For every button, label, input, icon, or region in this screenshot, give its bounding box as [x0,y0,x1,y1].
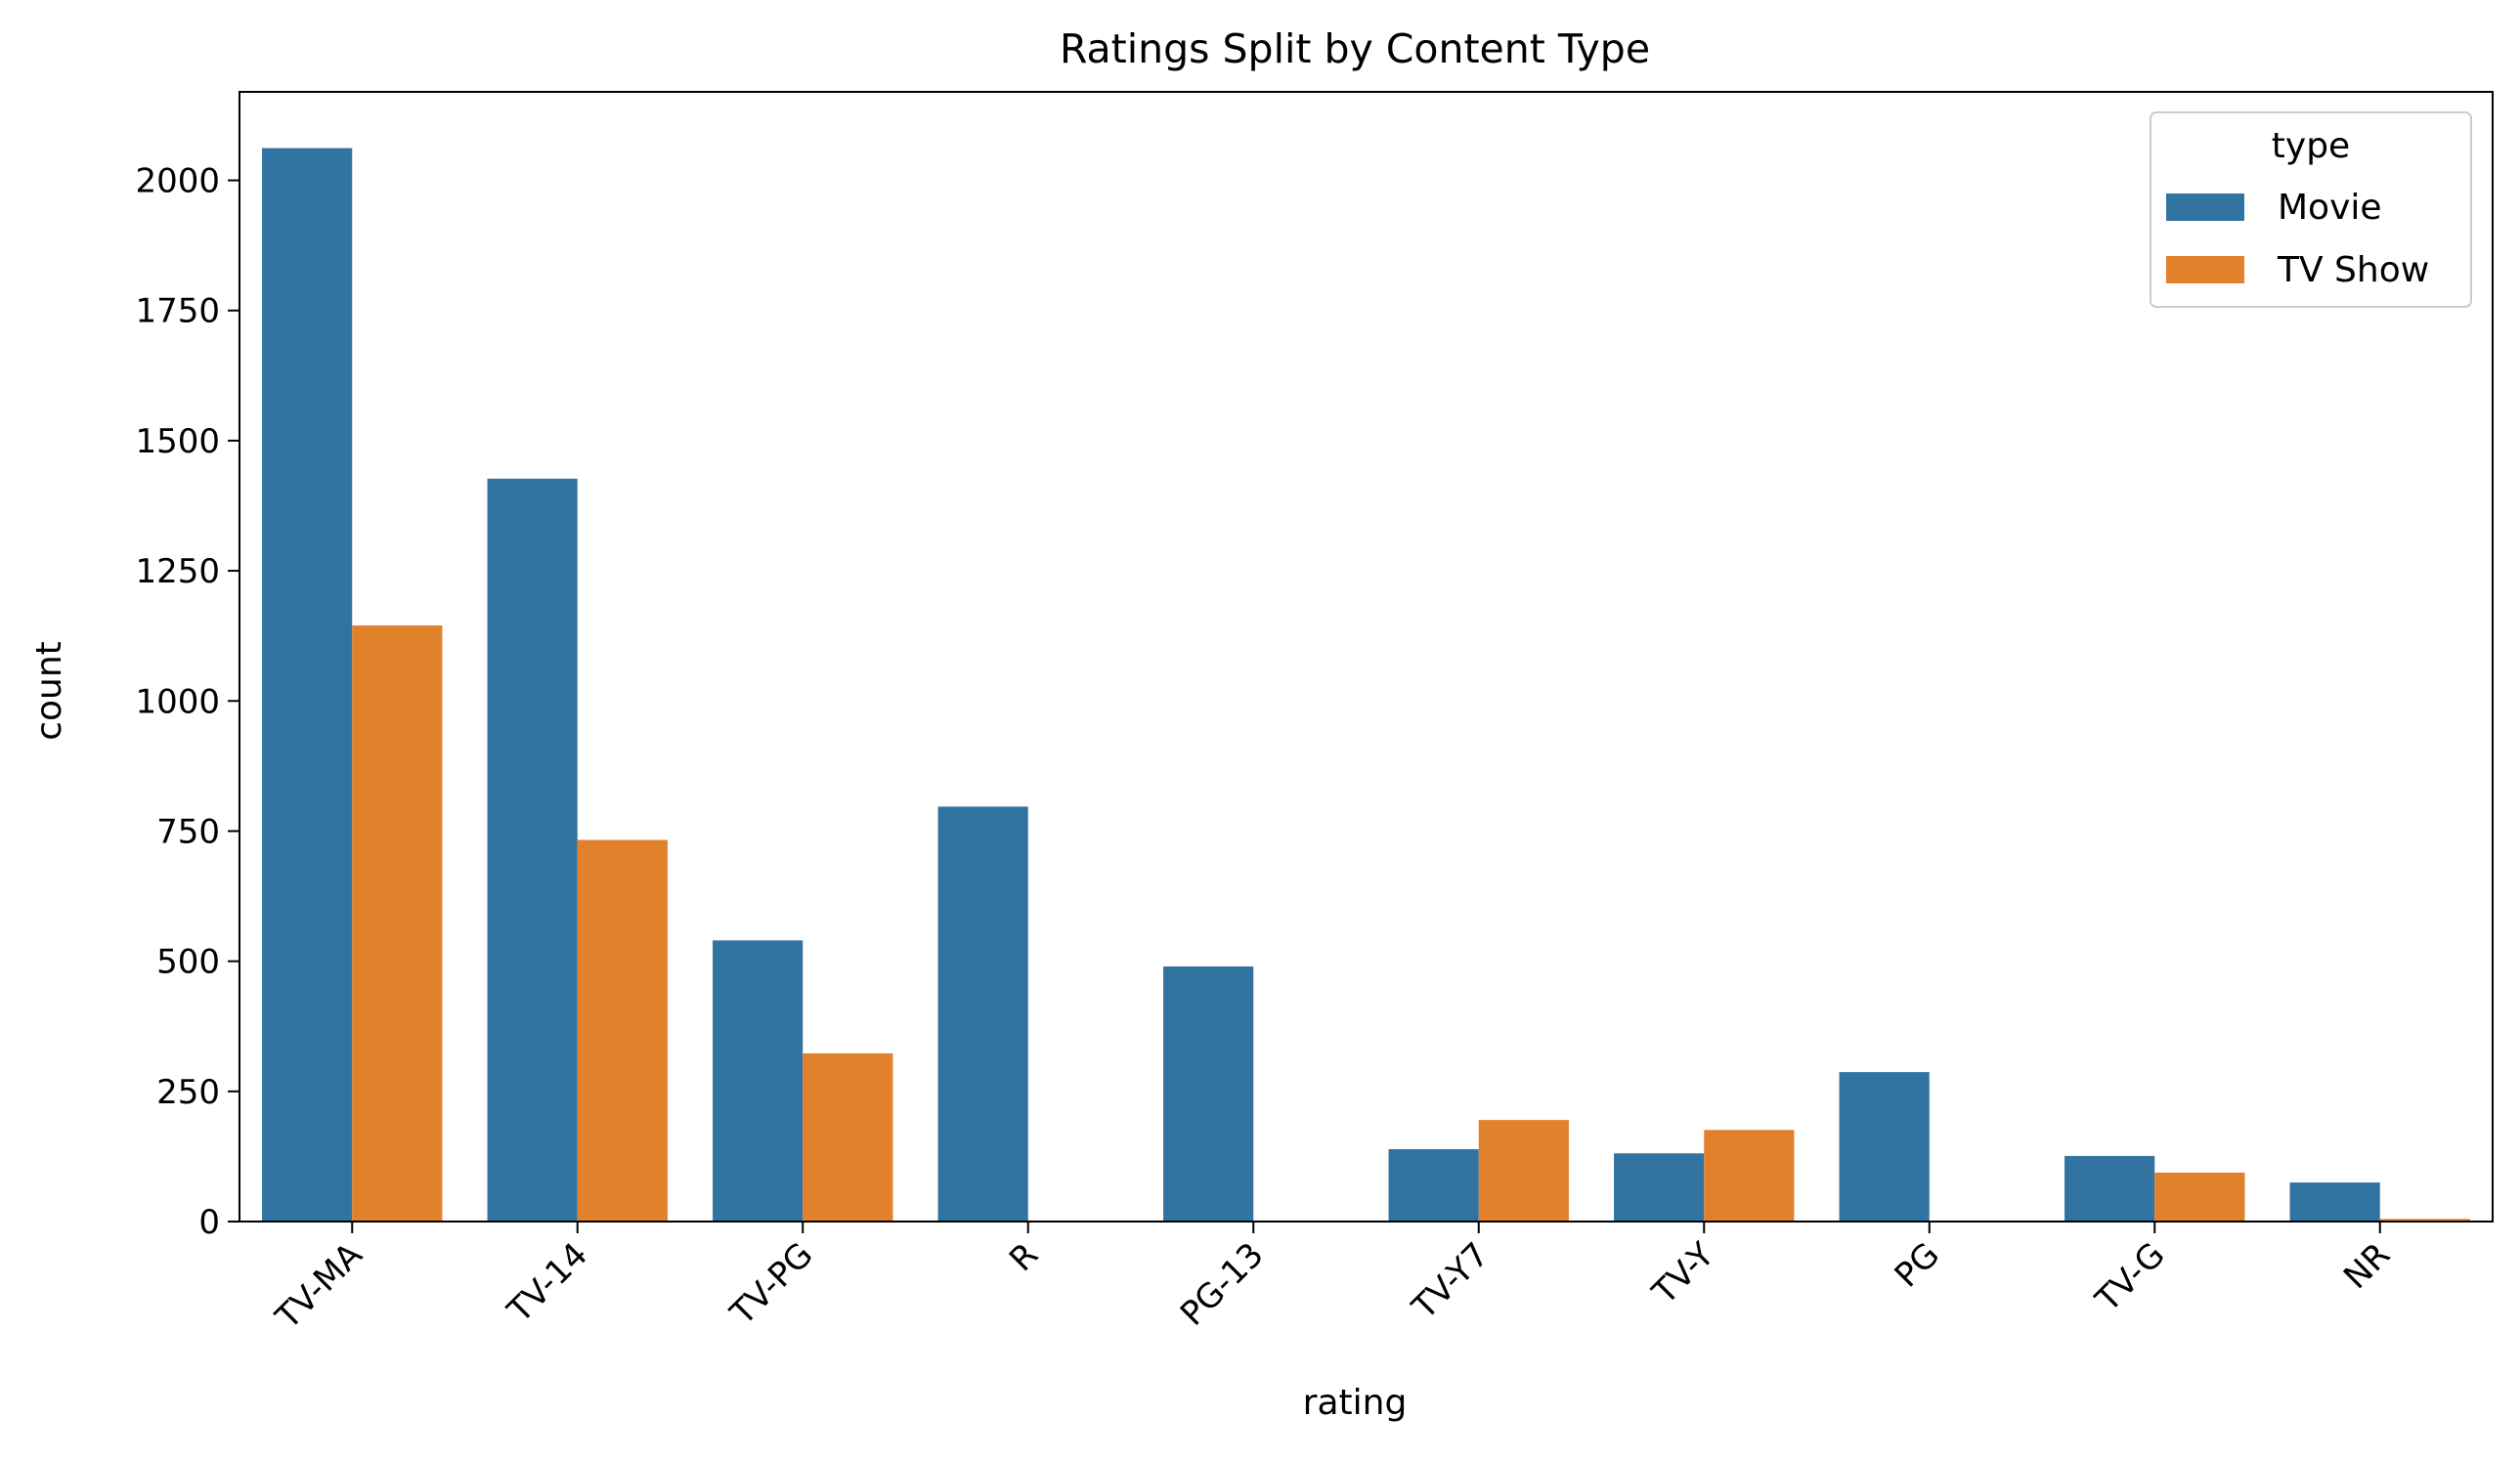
legend-swatch-tv-show [2166,256,2244,283]
bar-tv-show-tv-y7 [1478,1120,1569,1222]
y-tick-label: 1500 [135,422,220,461]
legend-title: type [2272,126,2350,166]
legend: type Movie TV Show [2150,111,2472,308]
y-tick-label: 1000 [135,682,220,721]
bar-movie-tv-ma [262,148,353,1222]
y-tick-label: 1250 [135,552,220,591]
y-tick-label: 2000 [135,162,220,201]
bar-movie-pg [1839,1072,1930,1222]
bar-movie-tv-y [1614,1153,1705,1222]
y-tick-label: 500 [156,943,220,982]
bar-tv-show-nr [2379,1219,2470,1222]
x-axis-label: rating [1303,1383,1408,1423]
y-tick-label: 0 [198,1203,220,1242]
bar-movie-r [937,806,1028,1222]
bar-movie-pg-13 [1163,966,1254,1222]
bar-tv-show-tv-g [2154,1172,2245,1222]
bar-tv-show-tv-y [1704,1130,1795,1222]
legend-label-movie: Movie [2278,188,2382,228]
y-ticks-group: 0 250 500 750 1000 1250 1500 1750 2000 [135,162,239,1242]
bar-movie-tv-y7 [1388,1148,1479,1222]
y-tick-label: 250 [156,1073,220,1112]
legend-swatch-movie [2166,193,2244,221]
y-tick-label: 1750 [135,292,220,331]
plot-frame [239,91,2494,1223]
bar-movie-tv-14 [487,478,578,1222]
y-axis-label: count [29,641,69,741]
bar-tv-show-tv-pg [803,1052,893,1222]
legend-label-tv-show: TV Show [2277,250,2429,290]
bar-movie-tv-pg [713,940,804,1222]
bars-group [262,148,2470,1222]
bar-tv-show-tv-ma [352,625,443,1222]
bar-movie-nr [2289,1182,2380,1222]
bar-tv-show-tv-14 [577,839,668,1222]
chart-title: Ratings Split by Content Type [1060,25,1650,72]
y-tick-label: 750 [156,812,220,851]
bar-movie-tv-g [2064,1155,2155,1222]
